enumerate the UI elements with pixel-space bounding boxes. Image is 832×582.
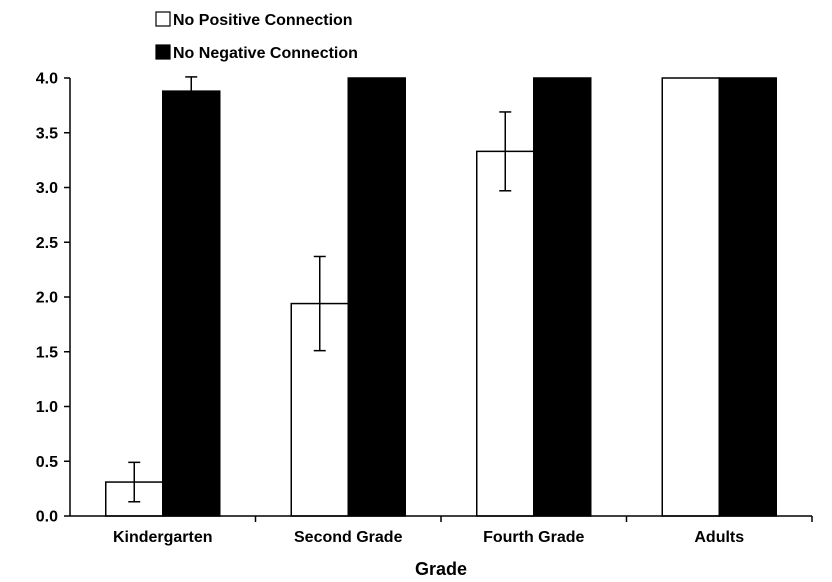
y-tick-label: 1.0 (36, 399, 58, 416)
x-category-label: Adults (694, 529, 744, 546)
y-tick-label: 0.0 (36, 509, 58, 526)
bar-positive-2 (476, 150, 535, 517)
bar-negative-1 (347, 77, 406, 517)
y-axis-ticks: 0.0 0.5 1.0 1.5 2.0 2.5 3.0 3.5 4.0 (36, 71, 70, 526)
x-axis-title: Grade (415, 559, 467, 579)
x-axis-categories: Kindergarten Second Grade Fourth Grade Adul… (113, 516, 813, 546)
x-category-label: Kindergarten (113, 529, 213, 546)
error-bars (128, 76, 512, 503)
legend: No Positive Connection No Negative Conne… (155, 11, 358, 62)
y-tick-label: 0.5 (36, 454, 58, 471)
x-category-label: Second Grade (294, 529, 403, 546)
y-tick-label: 1.5 (36, 344, 58, 361)
bar-negative-0 (162, 90, 221, 517)
y-tick-label: 4.0 (36, 71, 58, 88)
legend-label-negative: No Negative Connection (173, 45, 358, 62)
x-category-label: Fourth Grade (483, 529, 584, 546)
bar-negative-3 (718, 77, 777, 517)
legend-label-positive: No Positive Connection (173, 12, 353, 29)
bars (105, 77, 777, 517)
y-tick-label: 2.0 (36, 290, 58, 307)
legend-swatch-positive (155, 11, 171, 27)
y-tick-label: 2.5 (36, 235, 58, 252)
y-tick-label: 3.0 (36, 180, 58, 197)
y-tick-label: 3.5 (36, 125, 58, 142)
legend-swatch-negative (155, 44, 171, 60)
bar-positive-3 (661, 77, 720, 517)
bar-negative-2 (533, 77, 592, 517)
